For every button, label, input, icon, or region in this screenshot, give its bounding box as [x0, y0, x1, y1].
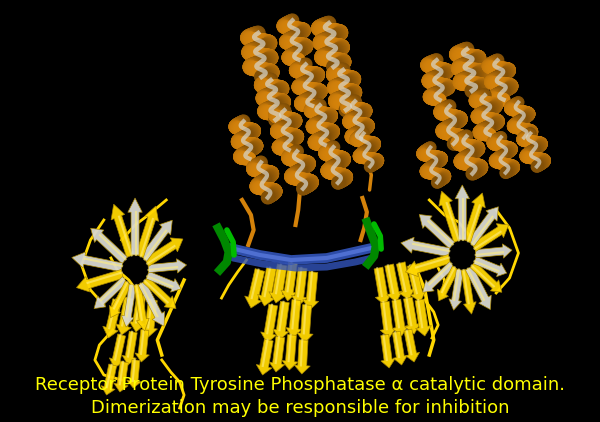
PathPatch shape [472, 224, 509, 252]
PathPatch shape [91, 228, 127, 264]
PathPatch shape [257, 267, 276, 306]
PathPatch shape [281, 262, 297, 301]
PathPatch shape [475, 244, 512, 258]
PathPatch shape [404, 329, 419, 362]
PathPatch shape [245, 268, 265, 308]
PathPatch shape [114, 361, 128, 392]
PathPatch shape [103, 299, 122, 338]
PathPatch shape [468, 207, 499, 246]
PathPatch shape [292, 268, 307, 306]
PathPatch shape [130, 294, 146, 332]
PathPatch shape [385, 264, 403, 302]
PathPatch shape [282, 335, 298, 370]
PathPatch shape [397, 262, 415, 300]
PathPatch shape [256, 339, 273, 375]
PathPatch shape [94, 276, 127, 308]
PathPatch shape [76, 270, 123, 292]
PathPatch shape [407, 264, 426, 302]
Text: Dimerization may be responsible for inhibition: Dimerization may be responsible for inhi… [91, 399, 509, 417]
PathPatch shape [463, 193, 485, 243]
PathPatch shape [273, 301, 289, 340]
PathPatch shape [101, 364, 116, 395]
PathPatch shape [422, 262, 454, 292]
PathPatch shape [111, 204, 134, 257]
PathPatch shape [148, 259, 187, 273]
PathPatch shape [109, 281, 131, 318]
PathPatch shape [437, 266, 458, 301]
PathPatch shape [122, 331, 137, 365]
PathPatch shape [473, 257, 506, 277]
PathPatch shape [404, 297, 421, 334]
PathPatch shape [392, 299, 408, 336]
PathPatch shape [116, 297, 133, 335]
PathPatch shape [470, 262, 502, 292]
PathPatch shape [269, 336, 285, 372]
PathPatch shape [286, 300, 302, 338]
PathPatch shape [406, 254, 451, 276]
Text: Receptor Protein Tyrosine Phosphatase α catalytic domain.: Receptor Protein Tyrosine Phosphatase α … [35, 376, 565, 394]
PathPatch shape [294, 340, 310, 374]
PathPatch shape [461, 269, 476, 314]
PathPatch shape [297, 305, 313, 343]
PathPatch shape [303, 271, 319, 310]
PathPatch shape [146, 271, 181, 292]
PathPatch shape [134, 284, 149, 331]
PathPatch shape [145, 238, 183, 266]
PathPatch shape [455, 185, 470, 240]
PathPatch shape [142, 299, 157, 337]
PathPatch shape [415, 299, 431, 336]
PathPatch shape [381, 334, 395, 368]
PathPatch shape [419, 214, 455, 249]
PathPatch shape [143, 276, 176, 308]
PathPatch shape [140, 220, 172, 261]
PathPatch shape [138, 281, 165, 326]
PathPatch shape [439, 191, 461, 243]
PathPatch shape [109, 334, 125, 368]
PathPatch shape [380, 301, 396, 338]
PathPatch shape [269, 264, 287, 303]
PathPatch shape [121, 284, 136, 327]
PathPatch shape [374, 267, 391, 305]
PathPatch shape [401, 237, 450, 257]
PathPatch shape [127, 360, 141, 388]
PathPatch shape [392, 331, 407, 365]
PathPatch shape [449, 269, 463, 310]
PathPatch shape [466, 266, 491, 310]
PathPatch shape [128, 198, 142, 255]
PathPatch shape [72, 252, 122, 272]
PathPatch shape [260, 304, 278, 343]
PathPatch shape [136, 206, 158, 257]
PathPatch shape [135, 330, 149, 362]
